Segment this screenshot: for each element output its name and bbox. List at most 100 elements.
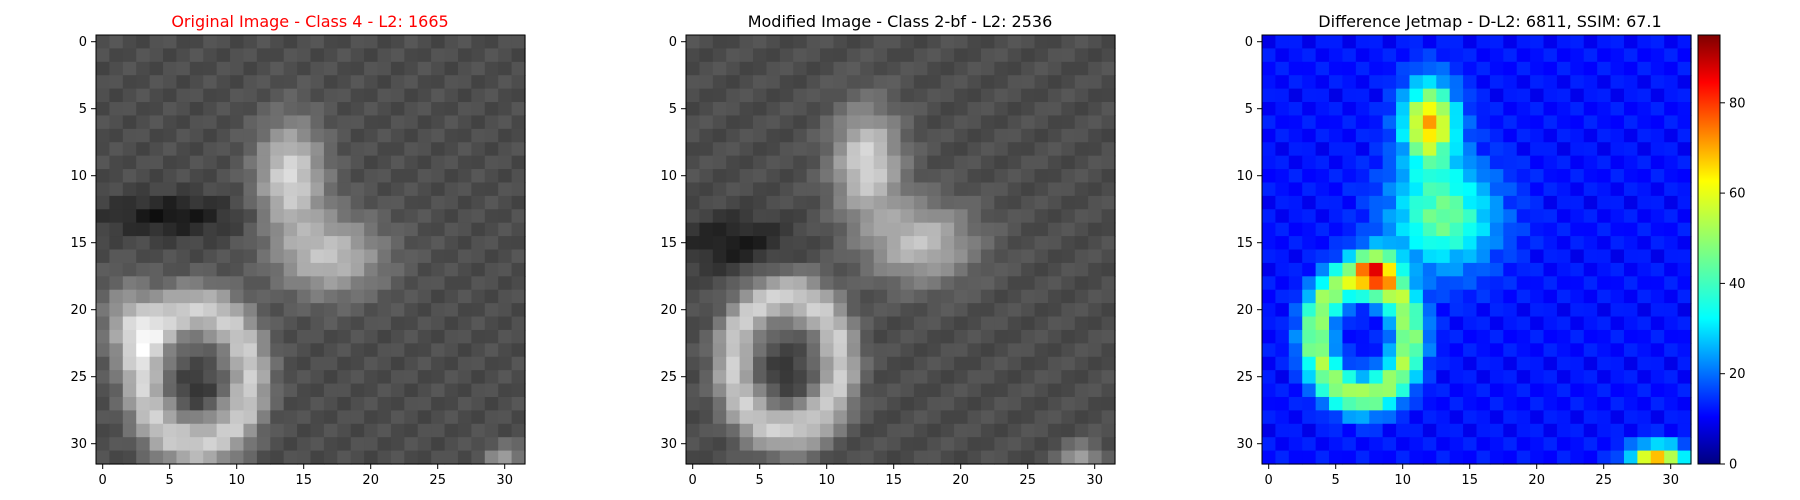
pixel-cell: [954, 102, 968, 116]
pixel-cell: [1503, 142, 1517, 156]
pixel-cell: [364, 142, 378, 156]
x-tick-label: 20: [1528, 473, 1545, 488]
pixel-cell: [136, 169, 150, 183]
pixel-cell: [109, 410, 123, 424]
pixel-cell: [1517, 343, 1531, 357]
pixel-cell: [833, 424, 847, 438]
pixel-cell: [1530, 451, 1544, 465]
pixel-cell: [820, 451, 834, 465]
pixel-cell: [243, 48, 257, 62]
pixel-cell: [404, 102, 418, 116]
pixel-cell: [1302, 62, 1316, 76]
pixel-cell: [860, 102, 874, 116]
pixel-cell: [1021, 451, 1035, 465]
pixel-cell: [1611, 437, 1625, 451]
pixel-cell: [1450, 370, 1464, 384]
pixel-cell: [96, 182, 110, 196]
pixel-cell: [780, 343, 794, 357]
pixel-cell: [1316, 303, 1330, 317]
x-tick-label: 20: [362, 473, 379, 488]
pixel-cell: [1450, 410, 1464, 424]
pixel-cell: [203, 102, 217, 116]
pixel-cell: [1356, 330, 1370, 344]
pixel-cell: [150, 317, 164, 331]
pixel-cell: [311, 410, 325, 424]
pixel-cell: [1021, 102, 1035, 116]
pixel-cell: [1611, 357, 1625, 371]
pixel-cell: [391, 209, 405, 223]
pixel-cell: [1342, 303, 1356, 317]
pixel-cell: [780, 62, 794, 76]
pixel-cell: [1356, 410, 1370, 424]
pixel-cell: [445, 102, 459, 116]
pixel-cell: [1409, 115, 1423, 129]
pixel-cell: [150, 437, 164, 451]
pixel-cell: [914, 35, 928, 49]
pixel-cell: [1275, 437, 1289, 451]
pixel-cell: [941, 48, 955, 62]
pixel-cell: [243, 397, 257, 411]
pixel-cell: [1517, 437, 1531, 451]
pixel-cell: [1517, 236, 1531, 250]
pixel-cell: [418, 410, 432, 424]
pixel-cell: [1463, 169, 1477, 183]
pixel-cell: [726, 276, 740, 290]
pixel-cell: [1477, 397, 1491, 411]
pixel-cell: [1544, 437, 1558, 451]
pixel-cell: [109, 62, 123, 76]
pixel-cell: [378, 223, 392, 237]
pixel-cell: [485, 75, 499, 89]
pixel-cell: [512, 263, 526, 277]
pixel-cell: [512, 196, 526, 210]
pixel-cell: [981, 290, 995, 304]
pixel-cell: [1557, 236, 1571, 250]
pixel-cell: [1637, 384, 1651, 398]
pixel-cell: [96, 343, 110, 357]
pixel-cell: [1048, 75, 1062, 89]
pixel-cell: [257, 317, 271, 331]
pixel-cell: [1423, 357, 1437, 371]
pixel-cell: [1530, 410, 1544, 424]
pixel-cell: [163, 384, 177, 398]
pixel-cell: [485, 156, 499, 170]
pixel-cell: [311, 129, 325, 143]
pixel-cell: [1490, 89, 1504, 103]
pixel-cell: [1061, 290, 1075, 304]
pixel-cell: [485, 223, 499, 237]
pixel-cell: [1557, 410, 1571, 424]
panel-title-original: Original Image - Class 4 - L2: 1665: [171, 12, 448, 31]
pixel-cell: [1061, 48, 1075, 62]
pixel-cell: [686, 250, 700, 264]
pixel-cell: [780, 156, 794, 170]
pixel-cell: [96, 129, 110, 143]
pixel-cell: [203, 263, 217, 277]
pixel-cell: [337, 424, 351, 438]
pixel-cell: [190, 89, 204, 103]
pixel-cell: [1383, 156, 1397, 170]
pixel-cell: [1463, 62, 1477, 76]
pixel-cell: [351, 102, 365, 116]
pixel-cell: [1436, 223, 1450, 237]
pixel-cell: [1651, 343, 1665, 357]
pixel-cell: [833, 250, 847, 264]
pixel-cell: [954, 129, 968, 143]
pixel-cell: [1503, 156, 1517, 170]
pixel-cell: [1409, 129, 1423, 143]
pixel-cell: [981, 357, 995, 371]
pixel-cell: [230, 182, 244, 196]
pixel-cell: [766, 129, 780, 143]
pixel-cell: [1329, 142, 1343, 156]
pixel-cell: [1436, 303, 1450, 317]
pixel-cell: [699, 115, 713, 129]
pixel-cell: [713, 397, 727, 411]
pixel-cell: [1396, 397, 1410, 411]
pixel-cell: [337, 169, 351, 183]
pixel-cell: [123, 209, 137, 223]
pixel-cell: [713, 384, 727, 398]
pixel-cell: [740, 424, 754, 438]
pixel-cell: [512, 410, 526, 424]
pixel-cell: [391, 263, 405, 277]
pixel-cell: [257, 156, 271, 170]
pixel-cell: [284, 263, 298, 277]
pixel-cell: [820, 129, 834, 143]
